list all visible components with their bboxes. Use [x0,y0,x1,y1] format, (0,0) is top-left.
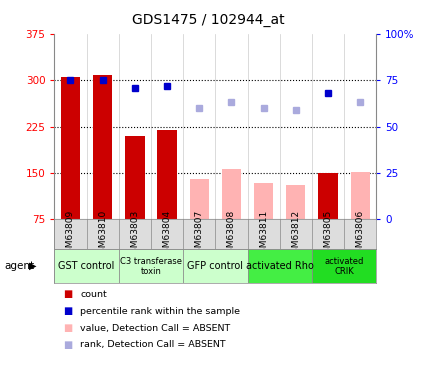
Text: GSM63808: GSM63808 [227,210,235,259]
Bar [157,130,176,219]
Text: GSM63806: GSM63806 [355,210,364,259]
Text: GSM63810: GSM63810 [98,210,107,259]
Text: percentile rank within the sample: percentile rank within the sample [80,307,240,316]
Text: GSM63809: GSM63809 [66,210,75,259]
Bar [247,249,311,283]
Text: GFP control: GFP control [187,261,243,271]
Text: GDS1475 / 102944_at: GDS1475 / 102944_at [132,13,284,27]
Bar [311,249,375,283]
Bar [54,249,118,283]
Bar [93,75,112,219]
Bar [61,77,80,219]
Bar [118,249,183,283]
Bar [318,173,337,219]
Bar [125,136,144,219]
Text: GSM63805: GSM63805 [323,210,332,259]
Bar [350,172,369,219]
Bar [221,169,240,219]
Text: ▶: ▶ [29,261,36,271]
Text: ■: ■ [63,290,72,299]
Text: ■: ■ [63,340,72,350]
Text: count: count [80,290,107,299]
Text: GSM63812: GSM63812 [291,210,299,259]
Bar [253,183,273,219]
Bar [183,249,247,283]
Text: agent: agent [4,261,34,271]
Text: activated Rho: activated Rho [245,261,313,271]
Text: GST control: GST control [58,261,115,271]
Text: GSM63807: GSM63807 [194,210,203,259]
Text: rank, Detection Call = ABSENT: rank, Detection Call = ABSENT [80,340,226,350]
Text: ■: ■ [63,306,72,316]
Bar [189,179,208,219]
Bar [286,185,305,219]
Text: ■: ■ [63,323,72,333]
Text: C3 transferase
toxin: C3 transferase toxin [120,256,181,276]
Text: activated
CRIK: activated CRIK [324,256,363,276]
Text: value, Detection Call = ABSENT: value, Detection Call = ABSENT [80,324,230,333]
Text: GSM63804: GSM63804 [162,210,171,259]
Text: GSM63803: GSM63803 [130,210,139,259]
Text: GSM63811: GSM63811 [259,210,267,259]
